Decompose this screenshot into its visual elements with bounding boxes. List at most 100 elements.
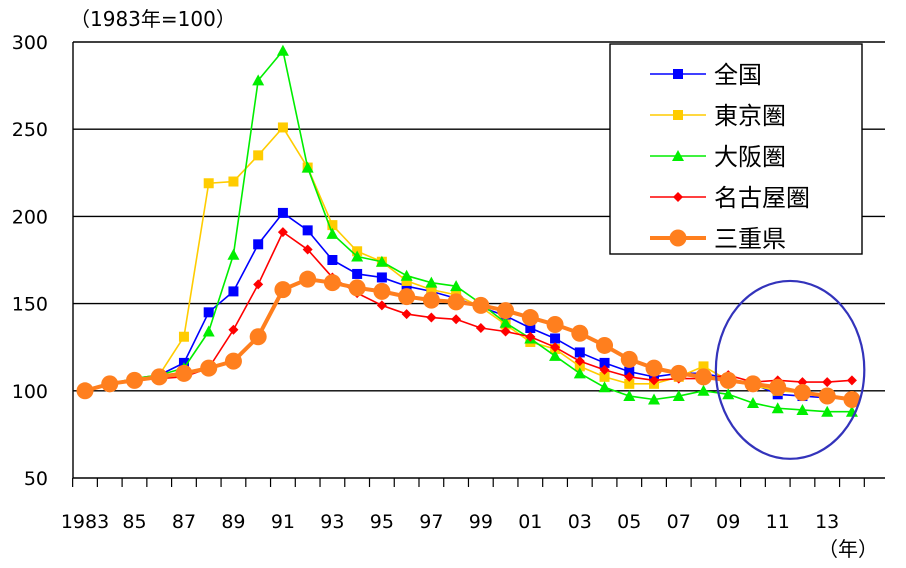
data-point: [101, 375, 119, 393]
series-line: [84, 277, 853, 402]
x-tick-label: 03: [568, 511, 592, 533]
data-point: [649, 375, 660, 386]
data-point: [276, 44, 289, 56]
data-point: [425, 276, 438, 288]
data-point: [376, 300, 387, 311]
data-point: [571, 324, 589, 342]
data-point: [202, 325, 215, 337]
data-point: [744, 375, 762, 393]
data-point: [648, 393, 661, 405]
data-point: [645, 359, 663, 377]
data-point: [249, 328, 267, 346]
data-point: [252, 74, 265, 86]
y-tick-label: 250: [12, 119, 48, 141]
data-point: [550, 342, 561, 353]
data-point: [697, 384, 710, 396]
data-point: [178, 331, 189, 342]
data-point: [771, 402, 784, 414]
data-point: [673, 69, 683, 79]
data-point: [673, 110, 683, 120]
data-point: [719, 371, 737, 389]
data-point: [574, 356, 585, 367]
data-point: [796, 403, 809, 415]
x-unit-label: （年）: [818, 537, 878, 561]
data-point: [301, 161, 314, 173]
data-point: [599, 357, 610, 368]
data-point: [277, 227, 288, 238]
data-point: [203, 307, 214, 318]
data-point: [376, 272, 387, 283]
data-point: [401, 309, 412, 320]
series-layer: [76, 44, 861, 417]
highlight-circle: [714, 279, 866, 460]
data-point: [822, 377, 833, 388]
series-三重県: [76, 270, 861, 409]
data-point: [793, 384, 811, 402]
series-line: [84, 49, 852, 413]
x-tick-label: 97: [419, 511, 443, 533]
data-point: [623, 390, 636, 402]
data-point: [521, 309, 539, 327]
data-point: [327, 255, 338, 265]
legend-label: 東京圏: [714, 102, 786, 130]
data-point: [348, 279, 366, 297]
data-point: [277, 122, 288, 133]
data-point: [352, 268, 363, 279]
legend-label: 全国: [714, 61, 762, 89]
x-tick-label: 91: [271, 511, 295, 533]
data-point: [228, 286, 239, 297]
data-point: [323, 274, 341, 292]
legend-label: 大阪圏: [714, 143, 786, 171]
data-point: [843, 391, 861, 409]
data-point: [672, 390, 685, 402]
x-tick-label: 1983: [61, 511, 109, 533]
data-point: [818, 387, 836, 405]
data-point: [669, 229, 687, 247]
x-tick-label: 07: [667, 511, 691, 533]
legend-box: [609, 43, 863, 255]
data-point: [846, 375, 857, 386]
data-point: [475, 323, 486, 334]
data-point: [574, 361, 585, 372]
data-point: [451, 314, 462, 325]
data-point: [525, 331, 536, 342]
data-point: [672, 150, 684, 161]
data-point: [624, 371, 635, 382]
data-point: [598, 381, 611, 393]
x-tick-label: 09: [716, 511, 740, 533]
legend-item: 名古屋圏: [650, 184, 810, 212]
data-point: [698, 361, 709, 372]
data-point: [624, 378, 635, 389]
data-point: [398, 288, 416, 306]
data-point: [574, 347, 585, 358]
data-point: [821, 405, 834, 417]
data-point: [673, 192, 683, 202]
data-point: [224, 352, 242, 370]
data-point: [596, 336, 614, 354]
data-point: [227, 248, 240, 260]
data-point: [400, 269, 413, 281]
data-point: [500, 326, 511, 337]
y-tick-label: 300: [12, 32, 48, 54]
data-point: [401, 281, 412, 292]
data-point: [302, 225, 313, 236]
data-point: [422, 291, 440, 309]
data-point: [203, 178, 214, 189]
data-point: [573, 367, 586, 379]
data-point: [525, 323, 536, 334]
data-point: [695, 368, 712, 386]
x-tick-label: 95: [370, 511, 394, 533]
x-tick-label: 01: [518, 511, 542, 533]
data-point: [426, 284, 437, 295]
x-tick-label: 13: [815, 511, 839, 533]
data-point: [175, 364, 193, 382]
data-point: [599, 364, 610, 375]
highlight-layer: [714, 279, 866, 460]
data-point: [125, 371, 143, 389]
x-tick-label: 05: [617, 511, 641, 533]
legend-item: 三重県: [650, 225, 786, 253]
x-tick-label: 85: [122, 511, 146, 533]
data-point: [299, 270, 317, 288]
data-point: [253, 239, 264, 250]
